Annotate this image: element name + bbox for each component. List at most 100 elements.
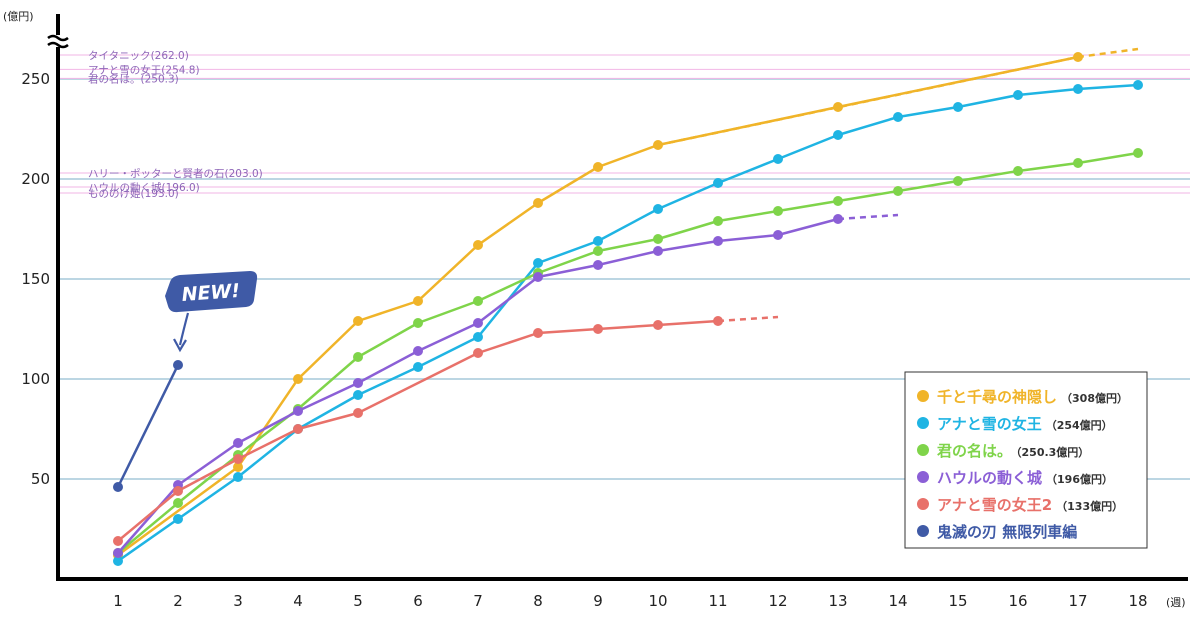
data-point [773,154,783,164]
data-point [893,112,903,122]
x-tick-label: 18 [1128,592,1147,610]
data-point [113,482,123,492]
legend-series-total: （196億円） [1046,472,1113,486]
legend-entry: アナと雪の女王2 （133億円） [937,496,1123,514]
legend-series-name: 鬼滅の刃 無限列車編 [937,523,1077,541]
legend-entry: 鬼滅の刃 無限列車編 [937,523,1077,541]
data-point [113,536,123,546]
data-point [1073,158,1083,168]
x-tick-label: 16 [1008,592,1027,610]
data-point [233,454,243,464]
reference-label: ハリー・ポッターと賢者の石(203.0) [88,168,263,180]
y-tick-label: 250 [21,70,50,88]
x-tick-label: 11 [708,592,727,610]
data-point [653,320,663,330]
data-point [173,514,183,524]
data-point [953,102,963,112]
data-point [413,346,423,356]
legend-marker [917,498,929,510]
data-point [893,186,903,196]
reference-label: アナと雪の女王(254.8) [88,63,200,76]
data-point [713,216,723,226]
data-point [593,236,603,246]
data-point [233,462,243,472]
legend-series-total: （254億円） [1046,418,1113,432]
data-point [653,234,663,244]
x-tick-label: 4 [293,592,303,610]
data-point [533,198,543,208]
legend-series-name: ハウルの動く城 [937,469,1042,487]
y-tick-label: 50 [31,470,50,488]
x-tick-label: 15 [948,592,967,610]
legend-entry: アナと雪の女王 （254億円） [937,415,1113,433]
x-tick-label: 12 [768,592,787,610]
data-point [413,296,423,306]
annotation-layer: NEW! [165,271,258,353]
data-point [353,316,363,326]
series-projection-line [717,315,779,323]
new-arrow-shaft [178,312,190,346]
data-point [233,472,243,482]
data-point [293,406,303,416]
data-point [713,236,723,246]
x-tick-label: 13 [828,592,847,610]
data-point [113,556,123,566]
data-point [713,178,723,188]
legend-series-name: 千と千尋の神隠し [937,388,1057,406]
data-point [773,206,783,216]
reference-label: タイタニック(262.0) [88,50,189,62]
series-line [117,83,1139,563]
x-tick-label: 9 [593,592,603,610]
axis-break-mark [47,41,69,49]
data-point [473,296,483,306]
data-point [173,486,183,496]
reference-label: ハウルの動く城(196.0) [88,181,200,194]
series-layer [113,47,1143,566]
series-line [116,364,180,488]
legend-marker [917,471,929,483]
data-point [533,272,543,282]
legend-series-name: 君の名は。 [937,442,1012,460]
data-point [533,328,543,338]
data-point [653,204,663,214]
legend-marker [917,390,929,402]
data-point [353,378,363,388]
data-point [113,548,123,558]
data-point [653,246,663,256]
y-tick-label: 150 [21,270,50,288]
data-point [473,318,483,328]
legend-series-total: （250.3億円） [1016,445,1089,459]
data-point [833,130,843,140]
y-tick-label: 100 [21,370,50,388]
data-point [293,424,303,434]
series-line [117,319,719,542]
data-point [173,498,183,508]
x-tick-label: 14 [888,592,907,610]
data-point [773,230,783,240]
legend-series-name: アナと雪の女王 [937,415,1042,433]
data-point [413,362,423,372]
x-tick-label: 10 [648,592,667,610]
x-tick-label: 17 [1068,592,1087,610]
legend-series-name: アナと雪の女王2 [937,496,1052,514]
new-arrow-head [173,338,187,353]
y-axis-unit: (億円) [3,10,34,23]
legend-box [904,371,1148,549]
data-point [953,176,963,186]
series-line [117,217,839,554]
x-axis-unit: (週) [1166,596,1186,609]
y-tick-label: 200 [21,170,50,188]
data-point [1133,148,1143,158]
data-point [653,140,663,150]
legend-marker [917,417,929,429]
x-tick-label: 8 [533,592,543,610]
data-point [413,318,423,328]
x-tick-label: 2 [173,592,183,610]
data-point [593,324,603,334]
data-point [593,246,603,256]
data-point [353,352,363,362]
data-point [353,390,363,400]
legend-entry: ハウルの動く城 （196億円） [937,469,1113,487]
data-point [173,360,183,370]
